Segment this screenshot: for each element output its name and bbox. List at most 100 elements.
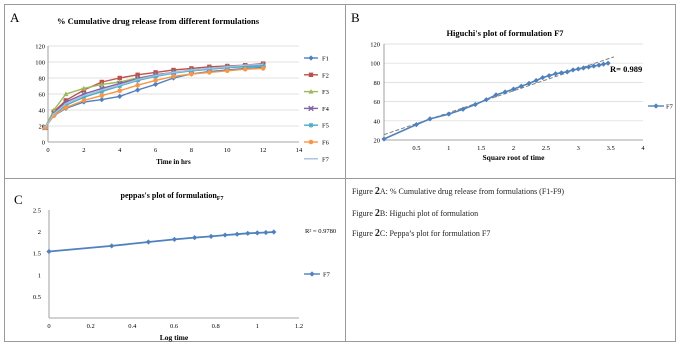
data-point [586, 64, 592, 70]
panel-letter-a: A [10, 10, 20, 25]
data-point [605, 60, 611, 66]
data-point [63, 91, 69, 97]
caption-block: Figure 2A: % Cumulative drug release fro… [352, 182, 672, 332]
data-point [145, 239, 151, 245]
x-axis-label: Square root of time [482, 153, 545, 162]
caption-b: Figure 2B: Higuchi plot of formulation [352, 208, 479, 219]
x-axis-label: Log time [160, 333, 189, 342]
data-point [472, 101, 478, 108]
data-point [427, 116, 433, 122]
series-line [44, 63, 264, 128]
chart-title: Higuchi's plot of formulation F7 [446, 28, 564, 38]
x-axis-label: Time in hrs [156, 158, 191, 166]
x-tick-label: 14 [296, 147, 303, 154]
series-line [44, 62, 264, 128]
data-point [254, 230, 260, 236]
x-tick-label: 6 [154, 147, 158, 154]
data-point [206, 66, 212, 72]
x-tick-label: 1.5 [477, 145, 485, 152]
data-point [63, 105, 69, 110]
legend-label: F5 [322, 123, 329, 130]
legend-label: F7 [666, 104, 674, 111]
horizontal-divider [4, 178, 676, 179]
data-point [552, 71, 559, 77]
data-point [46, 248, 52, 255]
legend-label: F4 [322, 106, 330, 113]
data-point [51, 107, 57, 113]
chart-b-higuchi-plot: B Higuchi's plot of formulation F7 20 40 60 8… [351, 10, 674, 162]
data-point [135, 82, 140, 88]
data-point [518, 83, 524, 89]
data-point [263, 229, 269, 236]
x-tick-label: 4 [118, 147, 122, 154]
legend-label: F2 [322, 72, 329, 79]
data-point [381, 136, 387, 142]
data-point [564, 69, 570, 75]
data-point [242, 64, 248, 70]
y-tick-label: 20 [39, 124, 46, 131]
y-tick-label: 0 [42, 140, 45, 147]
legend-marker [308, 105, 314, 112]
data-point [591, 63, 597, 69]
panel-letter-b: B [351, 10, 360, 25]
x-tick-label: 2.5 [542, 145, 550, 152]
data-point [222, 232, 228, 238]
panel-letter-c: C [14, 192, 23, 207]
data-point [413, 122, 419, 128]
data-point [510, 86, 517, 92]
data-point [117, 88, 123, 94]
data-point [546, 73, 552, 79]
data-point [533, 77, 539, 84]
x-tick-label: 0.5 [412, 145, 420, 152]
legend-label: F6 [322, 140, 330, 147]
data-point [81, 85, 87, 91]
data-point [81, 94, 87, 100]
trendline [383, 56, 615, 136]
data-point [600, 61, 607, 67]
data-point [135, 77, 141, 83]
data-point [570, 67, 576, 73]
x-tick-label: 12 [260, 147, 267, 154]
x-tick-label: 0 [47, 323, 50, 330]
data-point [224, 68, 230, 74]
data-point [271, 229, 277, 235]
data-point [483, 97, 489, 103]
r-squared-annotation: R² = 0.9780 [305, 228, 336, 235]
data-point [99, 93, 105, 98]
y-tick-label: 1 [38, 272, 41, 279]
y-tick-label: 40 [39, 108, 46, 115]
data-point [63, 102, 69, 108]
x-tick-label: 8 [190, 147, 193, 154]
legend-label: F7 [322, 156, 330, 163]
x-tick-label: 0.8 [212, 323, 220, 330]
x-tick-label: 10 [224, 147, 231, 154]
chart-title: % Cumulative drug release from different… [57, 16, 260, 26]
x-tick-label: 0 [46, 147, 49, 154]
x-tick-label: 0.6 [170, 323, 179, 330]
caption-a: Figure 2A: % Cumulative drug release fro… [352, 186, 565, 197]
data-point [171, 236, 178, 242]
data-point [224, 65, 230, 71]
y-tick-label: 40 [374, 118, 381, 125]
series-line [44, 67, 264, 129]
chart-a-cumulative-release: A % Cumulative drug release from differen… [10, 10, 330, 166]
series-line [44, 66, 264, 129]
legend-marker [308, 139, 314, 145]
data-point [109, 243, 115, 249]
data-point [234, 231, 240, 237]
data-point [260, 66, 266, 71]
data-point [242, 66, 248, 72]
data-point [63, 98, 69, 103]
data-point [171, 70, 176, 76]
y-tick-label: 120 [370, 42, 380, 49]
legend-marker [308, 89, 314, 94]
legend-marker [308, 55, 314, 61]
figure-frame [4, 4, 676, 342]
data-point [99, 89, 105, 95]
data-point [135, 87, 141, 93]
series-line [44, 65, 264, 128]
series-line [48, 231, 274, 253]
x-tick-label: 1 [256, 323, 259, 330]
legend-label: F7 [323, 272, 331, 279]
